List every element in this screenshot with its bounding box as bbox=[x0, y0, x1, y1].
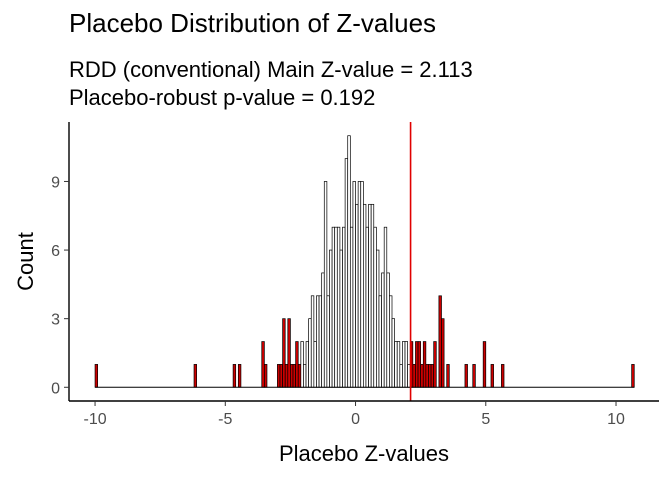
histogram-bar bbox=[316, 295, 320, 388]
histogram-bar bbox=[334, 226, 338, 388]
histogram-bar bbox=[441, 318, 445, 388]
histogram-bar bbox=[472, 364, 476, 388]
histogram-bar bbox=[446, 364, 450, 388]
histogram-bar bbox=[352, 181, 356, 388]
histogram-bar bbox=[264, 364, 268, 388]
histogram-bar bbox=[284, 364, 289, 388]
histogram-bar bbox=[303, 364, 307, 388]
histogram-bar bbox=[399, 364, 403, 388]
histogram-bar bbox=[342, 226, 346, 388]
histogram-bar bbox=[376, 249, 380, 388]
x-axis-ticks: -10 -5 0 5 10 bbox=[83, 401, 625, 428]
histogram-bar bbox=[357, 181, 362, 388]
histogram-bar bbox=[422, 341, 427, 388]
histogram-bar bbox=[290, 364, 294, 388]
histogram-bar bbox=[292, 364, 296, 388]
histogram-bar bbox=[417, 341, 422, 388]
histogram-bar bbox=[381, 272, 385, 388]
histogram-bar bbox=[433, 341, 437, 388]
histogram-bar bbox=[368, 203, 372, 388]
histogram-bar bbox=[464, 364, 468, 388]
histogram-bar bbox=[365, 226, 369, 388]
histogram-bar bbox=[355, 203, 359, 388]
histogram-bar bbox=[412, 364, 416, 388]
histogram-bar bbox=[94, 364, 99, 388]
subtitle-line-p-value: Placebo-robust p-value = 0.192 bbox=[69, 85, 376, 110]
histogram-bar bbox=[295, 341, 299, 388]
histogram-bar bbox=[282, 318, 286, 388]
x-axis-title: Placebo Z-values bbox=[279, 441, 449, 466]
histogram-bar bbox=[300, 341, 304, 388]
histogram-bar bbox=[232, 364, 237, 388]
histogram-bar bbox=[323, 181, 328, 388]
histogram-bar bbox=[438, 295, 442, 388]
histogram-bar bbox=[373, 226, 377, 388]
histogram-bar bbox=[425, 364, 429, 388]
histogram-bar bbox=[430, 364, 435, 388]
histogram-bar bbox=[321, 272, 325, 388]
histogram-bar bbox=[193, 364, 197, 388]
histogram-bar bbox=[402, 341, 406, 388]
histogram-bar bbox=[482, 341, 487, 388]
histogram-bar bbox=[305, 341, 309, 388]
histogram-bar bbox=[378, 295, 382, 388]
histogram-bar bbox=[349, 226, 354, 388]
histogram-bar bbox=[308, 318, 312, 388]
histogram-bar bbox=[394, 341, 398, 388]
histogram-bar bbox=[237, 364, 242, 388]
x-tick-label: 0 bbox=[351, 411, 360, 428]
histogram-bar bbox=[344, 158, 349, 388]
histogram-bar bbox=[360, 181, 364, 388]
chart-title: Placebo Distribution of Z-values bbox=[69, 8, 437, 38]
histogram-bar bbox=[362, 203, 367, 388]
x-tick-label: -5 bbox=[218, 411, 232, 428]
y-tick-label: 9 bbox=[51, 174, 60, 191]
x-tick-label: -10 bbox=[83, 411, 106, 428]
histogram-bar bbox=[420, 364, 424, 388]
histogram-bar bbox=[313, 341, 317, 388]
histogram-bars bbox=[94, 135, 635, 388]
histogram-bar bbox=[331, 226, 336, 388]
histogram-bar bbox=[501, 364, 505, 388]
histogram-bar bbox=[404, 341, 408, 388]
histogram-bar bbox=[336, 226, 341, 388]
histogram-bar bbox=[370, 203, 375, 388]
histogram-bar bbox=[339, 249, 343, 388]
histogram-bar bbox=[396, 341, 401, 388]
histogram-bar bbox=[277, 364, 281, 388]
histogram-bar bbox=[391, 318, 395, 388]
histogram-bar bbox=[297, 364, 302, 388]
histogram-bar bbox=[386, 272, 390, 388]
histogram-bar bbox=[347, 135, 351, 388]
x-tick-label: 10 bbox=[607, 411, 625, 428]
histogram-bar bbox=[318, 295, 323, 388]
histogram-bar bbox=[490, 364, 494, 388]
histogram-bar bbox=[310, 295, 315, 388]
histogram-bar bbox=[428, 364, 432, 388]
histogram-bar bbox=[329, 249, 333, 388]
histogram-bar bbox=[383, 226, 388, 388]
chart-subtitle: RDD (conventional) Main Z-value = 2.113 … bbox=[69, 56, 473, 112]
histogram-bar bbox=[287, 318, 291, 388]
histogram-bar bbox=[279, 364, 283, 388]
histogram-bar bbox=[415, 341, 419, 388]
histogram-bar bbox=[326, 295, 330, 388]
y-tick-label: 6 bbox=[51, 243, 60, 260]
histogram-bar bbox=[261, 341, 265, 388]
y-tick-label: 3 bbox=[51, 312, 60, 329]
y-axis-ticks: 0 3 6 9 bbox=[51, 174, 69, 397]
y-tick-label: 0 bbox=[51, 380, 60, 397]
histogram-bar bbox=[389, 295, 393, 388]
y-axis-title: Count bbox=[13, 232, 38, 291]
x-tick-label: 5 bbox=[481, 411, 490, 428]
subtitle-line-main-z: RDD (conventional) Main Z-value = 2.113 bbox=[69, 57, 473, 82]
histogram-bar bbox=[631, 364, 635, 388]
